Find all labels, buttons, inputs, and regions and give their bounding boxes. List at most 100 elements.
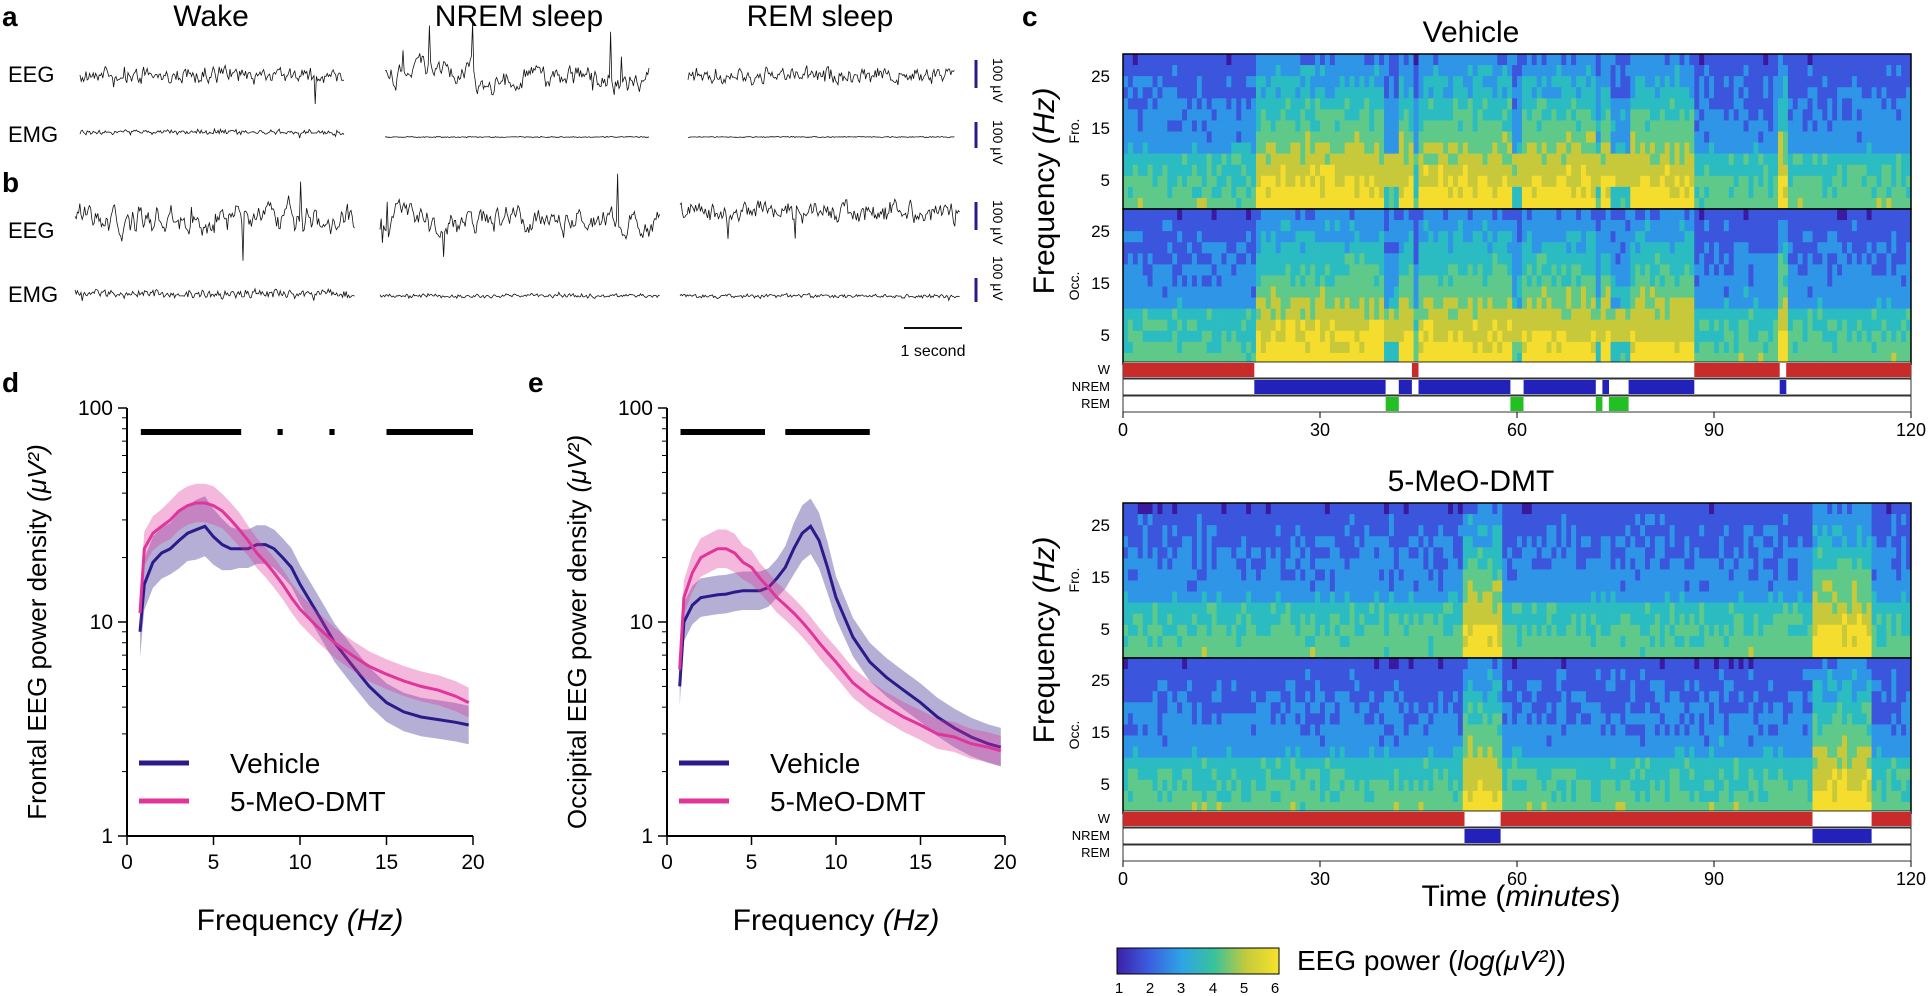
- spectrogram-cell: [1649, 319, 1656, 332]
- spectrogram-cell: [1241, 330, 1247, 343]
- spectrogram-cell: [1723, 131, 1730, 143]
- spectrogram-cell: [1640, 197, 1646, 210]
- spectrogram-cell: [1462, 242, 1469, 254]
- spectrogram-cell: [1566, 209, 1572, 221]
- spectrogram-cell: [1443, 98, 1449, 110]
- spectrogram-cell: [1778, 98, 1784, 110]
- spectrogram-cell: [1768, 120, 1774, 132]
- spectrogram-cell: [1270, 164, 1277, 177]
- spectrogram-cell: [1418, 297, 1424, 310]
- spectrogram-cell: [1177, 624, 1183, 637]
- spectrogram-cell: [1556, 341, 1562, 354]
- spectrogram-cell: [1216, 76, 1222, 88]
- spectrogram-cell: [1270, 109, 1277, 121]
- spectrogram-cell: [1295, 186, 1301, 199]
- spectrogram-cell: [1182, 297, 1188, 310]
- spectrogram-cell: [1275, 514, 1281, 526]
- spectrogram-cell: [1403, 175, 1410, 188]
- spectrogram-cell: [1556, 76, 1562, 88]
- spectrogram-cell: [1512, 175, 1518, 188]
- spectrogram-cell: [1502, 352, 1508, 365]
- spectrogram-cell: [1649, 131, 1656, 143]
- spectrogram-cell: [1600, 341, 1607, 354]
- spectrogram-cell: [1196, 264, 1203, 276]
- spectrogram-cell: [1127, 286, 1134, 298]
- spectrogram-cell: [1226, 646, 1232, 659]
- spectrogram-cell: [1236, 76, 1242, 88]
- spectrogram-cell: [1379, 319, 1385, 332]
- spectrogram-cell: [1320, 98, 1326, 110]
- spectrogram-cell: [1792, 54, 1799, 66]
- spectrogram-cell: [1778, 308, 1784, 321]
- spectrogram-cell: [1191, 98, 1198, 110]
- spectrogram-cell: [1305, 87, 1311, 99]
- spectrogram-cell: [1433, 352, 1439, 365]
- spectrogram-cell: [1457, 330, 1464, 343]
- spectrogram-cell: [1526, 319, 1533, 332]
- spectrogram-cell: [1324, 186, 1331, 199]
- spectrogram-cell: [1196, 319, 1203, 332]
- spectrogram-cell: [1600, 253, 1607, 265]
- spectrogram-cell: [1517, 220, 1523, 232]
- spectrogram-cell: [1280, 264, 1286, 276]
- spectrogram-cell: [1536, 98, 1543, 110]
- spectrogram-cell: [1576, 131, 1582, 143]
- spectrogram-cell: [1251, 624, 1257, 637]
- spectrogram-cell: [1738, 264, 1744, 276]
- spectrogram-cell: [1718, 242, 1725, 254]
- spectrogram-cell: [1846, 308, 1853, 321]
- spectrogram-cell: [1694, 76, 1700, 88]
- spectrogram-cell: [1408, 98, 1414, 110]
- spectrogram-cell: [1241, 87, 1247, 99]
- spectrogram-cell: [1664, 87, 1671, 99]
- spectrogram-cell: [1723, 76, 1730, 88]
- spectrogram-cell: [1886, 54, 1892, 66]
- spectrogram-cell: [1374, 209, 1380, 221]
- spectrogram-cell: [1467, 275, 1474, 287]
- spectrogram-cell: [1556, 264, 1562, 276]
- spectrogram-cell: [1620, 120, 1626, 132]
- spectrogram-cell: [1521, 209, 1528, 221]
- spectrogram-cell: [1374, 275, 1380, 287]
- spectrogram-cell: [1561, 76, 1567, 88]
- spectrogram-cell: [1433, 330, 1439, 343]
- spectrogram-cell: [1679, 175, 1685, 188]
- spectrogram-cell: [1595, 197, 1602, 210]
- spectrogram-cell: [1487, 186, 1493, 199]
- spectrogram-cell: [1369, 197, 1375, 210]
- spectrogram-cell: [1270, 525, 1277, 537]
- spectrogram-cell: [1167, 275, 1173, 287]
- spectrogram-cell: [1827, 275, 1833, 287]
- spectrogram-cell: [1270, 264, 1277, 276]
- spectrogram-cell: [1738, 153, 1744, 166]
- spectrogram-cell: [1610, 87, 1616, 99]
- spectrogram-cell: [1664, 153, 1671, 166]
- spectrogram-cell: [1255, 186, 1262, 199]
- spectrogram-cell: [1408, 175, 1414, 188]
- spectrogram-cell: [1310, 352, 1316, 365]
- spectrogram-cell: [1369, 286, 1375, 298]
- spectrogram-cell: [1211, 242, 1217, 254]
- spectrogram-cell: [1142, 76, 1149, 88]
- spectrogram-cell: [1492, 153, 1498, 166]
- spectrogram-cell: [1162, 646, 1168, 659]
- spectrogram-cell: [1462, 209, 1469, 221]
- spectrogram-cell: [1842, 352, 1848, 365]
- spectrogram-cell: [1654, 175, 1661, 188]
- spectrogram-cell: [1236, 514, 1242, 526]
- spectrogram-cell: [1290, 297, 1296, 310]
- spectrogram-cell: [1714, 175, 1720, 188]
- spectrogram-cell: [1408, 120, 1414, 132]
- spectrogram-cell: [1290, 220, 1296, 232]
- spectrogram-cell: [1315, 253, 1321, 265]
- spectrogram-cell: [1191, 536, 1198, 548]
- spectrogram-cell: [1827, 197, 1833, 210]
- spectrogram-cell: [1576, 54, 1582, 66]
- spectrogram-cell: [1438, 341, 1444, 354]
- spectrogram-cell: [1704, 220, 1710, 232]
- spectrogram-cell: [1906, 330, 1912, 343]
- spectrogram-cell: [1679, 164, 1685, 177]
- spectrogram-cell: [1743, 308, 1749, 321]
- spectrogram-cell: [1369, 341, 1375, 354]
- spectrogram-cell: [1260, 209, 1267, 221]
